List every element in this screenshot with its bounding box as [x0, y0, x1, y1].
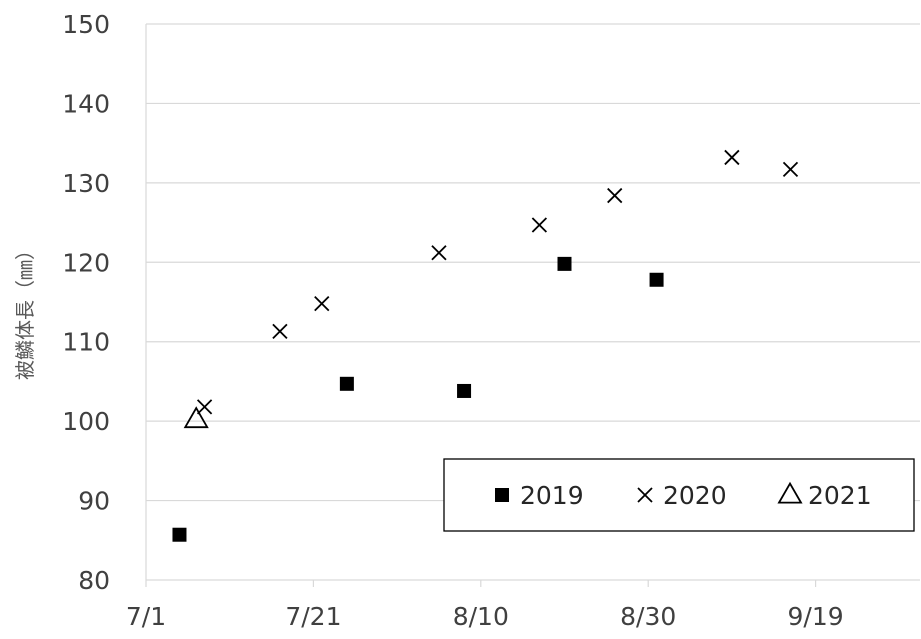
y-tick-label: 150 [62, 10, 110, 39]
x-tick-label: 8/30 [620, 602, 676, 631]
y-tick-labels: 80 90 100 110 120 130 140 150 [62, 10, 110, 595]
y-axis-title: 被鱗体長（㎜） [13, 240, 37, 380]
y-tick-label: 80 [78, 566, 110, 595]
data-point-2021 [183, 406, 209, 429]
x-tick-label: 7/21 [285, 602, 341, 631]
data-point-2019 [172, 527, 187, 542]
legend-label-2020: 2020 [663, 481, 727, 510]
data-point-2020 [431, 245, 447, 261]
cross-stroke [196, 399, 213, 415]
data-point-2020 [196, 399, 213, 415]
y-axis-label: 被鱗体長（㎜） [13, 240, 37, 380]
legend-marker-2019 [495, 488, 509, 502]
legend: 2019 2020 2021 [443, 458, 915, 532]
cross-stroke [531, 217, 548, 233]
x-tick-label: 7/1 [126, 602, 166, 631]
y-tick-label: 130 [62, 169, 110, 198]
cross-stroke [724, 149, 740, 166]
y-tick-label: 140 [62, 89, 110, 118]
y-tick-label: 120 [62, 248, 110, 277]
x-tick-labels: 7/1 7/21 8/10 8/30 9/19 [126, 580, 844, 631]
series-2021 [183, 406, 209, 429]
y-tick-label: 110 [62, 328, 110, 357]
x-tick-label: 9/19 [788, 602, 844, 631]
y-tick-label: 100 [62, 407, 110, 436]
cross-stroke [314, 295, 330, 312]
data-point-2020 [724, 149, 740, 166]
y-tick-label: 90 [78, 487, 110, 516]
x-tick-label: 8/10 [453, 602, 509, 631]
cross-stroke [272, 323, 288, 340]
cross-stroke [782, 161, 799, 177]
legend-label-2019: 2019 [520, 481, 584, 510]
data-point-2020 [782, 161, 799, 177]
data-point-2020 [531, 217, 548, 233]
cross-stroke [637, 487, 653, 503]
legend-box [443, 458, 915, 532]
data-point-2020 [314, 295, 330, 312]
cross-stroke [431, 245, 447, 261]
data-point-2019 [457, 383, 472, 398]
legend-marker-2020 [637, 487, 653, 503]
series-2020 [196, 149, 799, 415]
data-point-2020 [272, 323, 288, 340]
grid-lines [146, 23, 920, 502]
legend-label-2021: 2021 [808, 481, 872, 510]
series-2019 [172, 256, 664, 542]
data-points [172, 149, 799, 542]
data-point-2019 [339, 376, 354, 391]
axes [145, 24, 920, 581]
data-point-2020 [607, 187, 623, 204]
data-point-2019 [649, 272, 664, 287]
cross-stroke [607, 187, 623, 204]
legend-marker-2021 [777, 481, 803, 504]
data-point-2019 [557, 256, 572, 271]
